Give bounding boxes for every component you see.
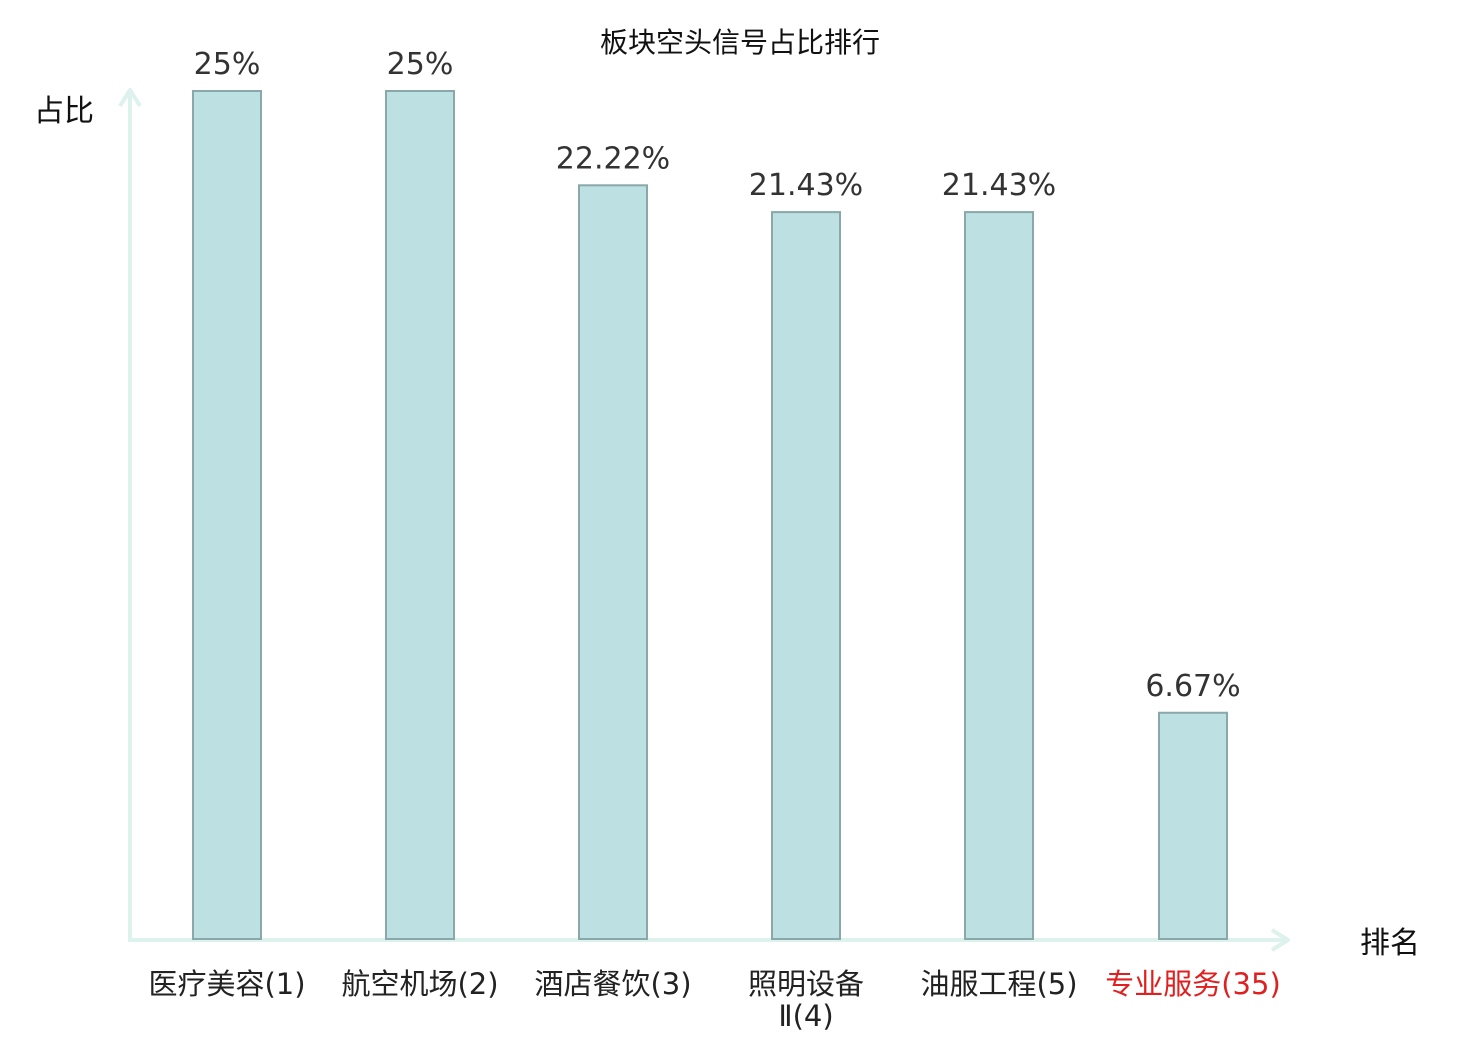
y-axis-arrow xyxy=(118,88,142,108)
value-labels-group: 25% 25% 22.22% 21.43% 21.43% 6.67% xyxy=(194,47,1241,704)
value-label-1: 25% xyxy=(194,47,261,82)
category-label-5: 油服工程(5) xyxy=(920,967,1077,1001)
x-axis-label: 排名 xyxy=(1360,926,1420,961)
bar-2 xyxy=(385,90,455,940)
axes xyxy=(118,88,1290,952)
bar-5 xyxy=(964,211,1034,940)
bar-1 xyxy=(192,90,262,940)
value-label-6: 6.67% xyxy=(1145,669,1240,704)
category-label-1: 医疗美容(1) xyxy=(148,967,305,1001)
bar-6 xyxy=(1158,711,1228,940)
value-label-4: 21.43% xyxy=(749,168,863,203)
category-label-6: 专业服务(35) xyxy=(1105,967,1281,1001)
category-label-4-line-2: Ⅱ(4) xyxy=(778,999,833,1033)
value-label-5: 21.43% xyxy=(942,168,1056,203)
value-label-2: 25% xyxy=(387,47,454,82)
bar-4 xyxy=(771,211,841,940)
chart-title: 板块空头信号占比排行 xyxy=(600,26,880,59)
category-label-3: 酒店餐饮(3) xyxy=(534,967,691,1001)
value-label-3: 22.22% xyxy=(556,141,670,176)
category-label-4-line-1: 照明设备 xyxy=(748,967,864,1001)
x-axis-arrow xyxy=(1270,928,1290,952)
y-axis-label: 占比 xyxy=(34,94,94,129)
category-label-2: 航空机场(2) xyxy=(341,967,498,1001)
bars-group xyxy=(192,90,1228,940)
bar-3 xyxy=(578,184,648,940)
